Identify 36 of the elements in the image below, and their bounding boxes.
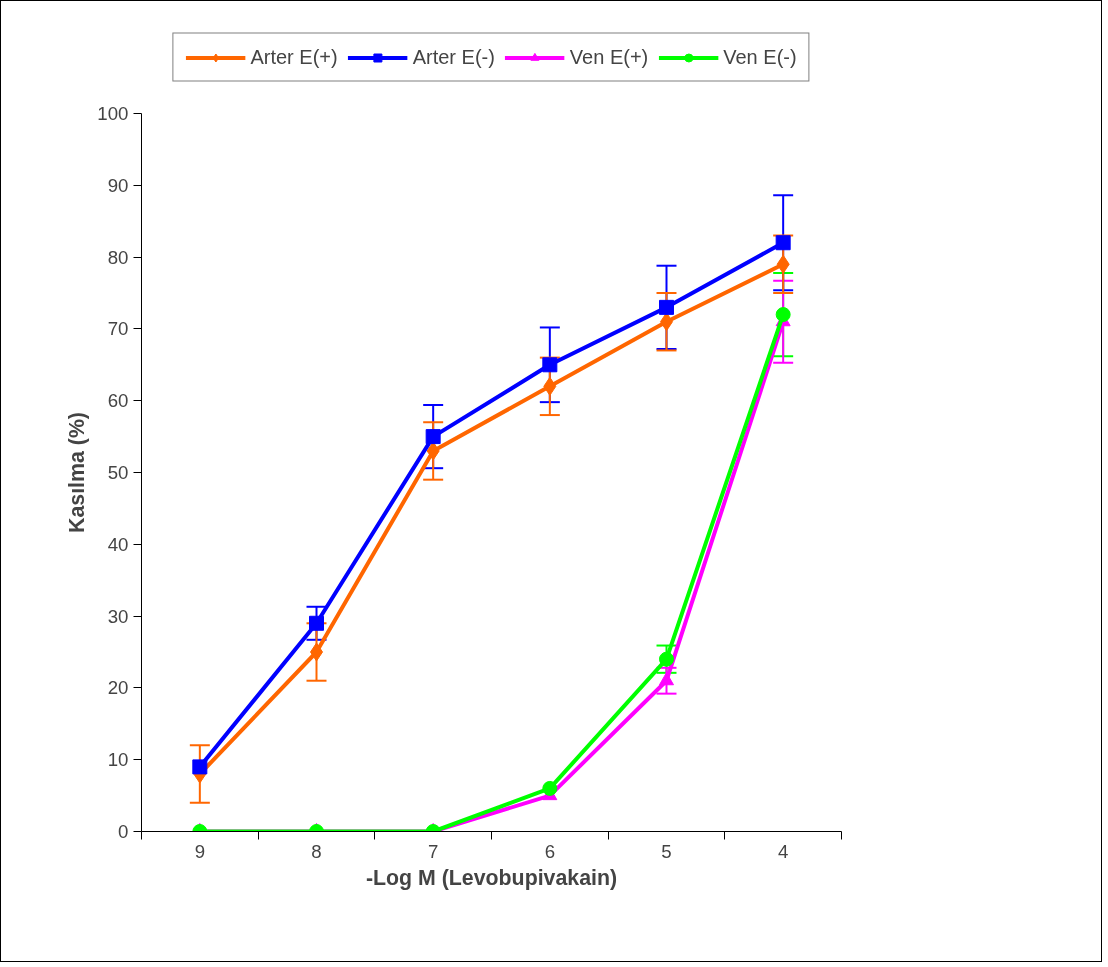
y-tick-label: 40 <box>107 533 129 555</box>
point <box>659 672 674 686</box>
point <box>659 299 674 315</box>
x-tick-label: 7 <box>427 840 439 862</box>
y-tick-label: 70 <box>107 318 129 340</box>
point <box>542 357 558 373</box>
legend-label: Ven E(+) <box>569 45 649 69</box>
x-tick-label: 6 <box>544 840 556 862</box>
legend-label: Ven E(-) <box>723 45 797 69</box>
point <box>192 759 208 775</box>
point <box>425 429 441 445</box>
point <box>426 441 440 461</box>
point <box>775 235 791 251</box>
legend-label: Arter E(-) <box>412 45 495 69</box>
x-tick-label: 8 <box>311 840 322 862</box>
y-tick-label: 60 <box>107 390 129 412</box>
y-tick-label: 100 <box>97 103 129 124</box>
x-axis-title: -Log M (Levobupivakain) <box>365 865 618 890</box>
y-tick-label: 10 <box>107 749 129 771</box>
point <box>309 615 324 631</box>
point <box>775 307 791 323</box>
point <box>659 651 674 667</box>
y-tick-label: 0 <box>118 821 129 842</box>
y-tick-label: 50 <box>107 462 129 483</box>
y-tick-label: 90 <box>107 174 129 196</box>
x-tick-label: 9 <box>194 840 206 862</box>
x-tick-label: 4 <box>777 840 789 862</box>
legend-label: Arter E(+) <box>250 45 338 69</box>
y-tick-label: 20 <box>107 677 129 699</box>
x-tick-label: 5 <box>661 840 672 862</box>
y-tick-label: 30 <box>107 605 129 627</box>
point <box>543 376 557 396</box>
point <box>542 780 558 796</box>
y-tick-label: 80 <box>107 246 129 268</box>
point <box>776 254 790 274</box>
y-axis-title: Kasılma (%) <box>65 412 90 533</box>
